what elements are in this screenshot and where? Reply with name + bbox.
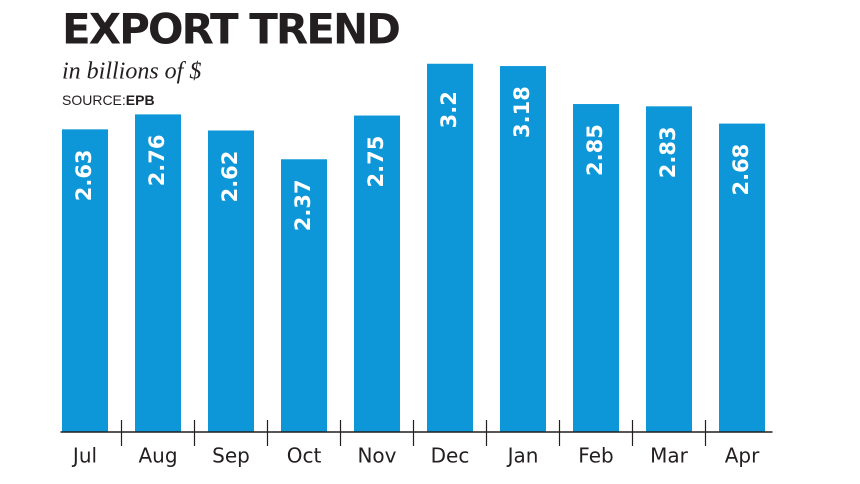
- value-label: 2.83: [656, 126, 680, 178]
- value-label: 2.63: [72, 149, 96, 201]
- x-tick-label: Mar: [650, 444, 689, 468]
- bar: [500, 66, 546, 432]
- x-tick-label: Nov: [357, 444, 396, 468]
- value-label: 3.18: [510, 86, 534, 138]
- x-tick-label: Jul: [71, 444, 97, 468]
- x-tick-label: Oct: [287, 444, 322, 468]
- x-tick-label: Aug: [138, 444, 177, 468]
- bar: [62, 129, 108, 432]
- bar: [719, 123, 765, 433]
- value-label: 3.2: [437, 91, 461, 128]
- bar: [208, 130, 254, 432]
- chart-title: EXPORT TREND: [62, 5, 399, 54]
- x-tick-label: Apr: [725, 444, 760, 468]
- value-label: 2.75: [364, 136, 388, 188]
- bar: [646, 106, 692, 432]
- x-tick-label: Jan: [506, 444, 539, 468]
- value-label: 2.37: [291, 179, 315, 231]
- value-label: 2.85: [583, 124, 607, 176]
- value-label: 2.62: [218, 151, 242, 203]
- value-label: 2.76: [145, 134, 169, 186]
- bar: [281, 159, 327, 432]
- x-tick-label: Sep: [212, 444, 250, 468]
- source-label: SOURCE:: [62, 92, 126, 108]
- source: SOURCE:EPB: [62, 92, 155, 108]
- bar: [354, 115, 400, 433]
- bar: [135, 114, 181, 432]
- x-tick-label: Feb: [578, 444, 613, 468]
- chart-subtitle: in billions of $: [62, 59, 201, 85]
- bar: [427, 63, 473, 432]
- value-label: 2.68: [729, 144, 753, 196]
- bar: [573, 104, 619, 433]
- source-name: EPB: [126, 92, 155, 108]
- x-tick-label: Dec: [431, 444, 470, 468]
